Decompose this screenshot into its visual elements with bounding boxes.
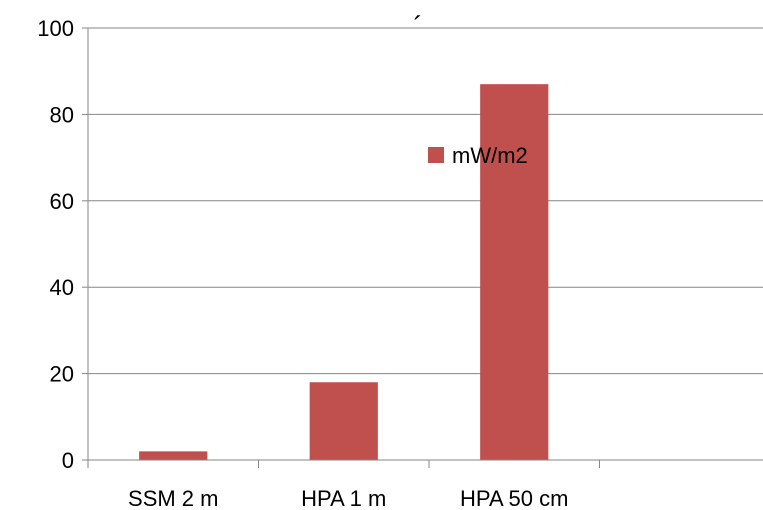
- x-tick-label: HPA 1 m: [301, 486, 386, 510]
- y-tick-label: 0: [62, 448, 74, 473]
- axes: [82, 27, 763, 468]
- legend-label: mW/m2: [452, 143, 528, 168]
- grid-lines: [88, 27, 763, 375]
- y-tick-label: 40: [50, 275, 74, 300]
- bars: [139, 84, 549, 460]
- bar: [309, 382, 378, 460]
- bar: [139, 451, 208, 460]
- y-tick-label: 100: [37, 16, 74, 41]
- legend-swatch: [428, 147, 444, 163]
- x-tick-label: SSM 2 m: [128, 486, 218, 510]
- tick-labels: 0 20 40 60 80 100 SSM 2 m HPA 1 m HPA 50 cm: [37, 16, 568, 510]
- y-tick-label: 60: [50, 189, 74, 214]
- y-tick-label: 20: [50, 362, 74, 387]
- x-tick-label: HPA 50 cm: [460, 486, 568, 510]
- y-tick-label: 80: [50, 102, 74, 127]
- legend: mW/m2: [428, 143, 528, 168]
- bar: [480, 84, 549, 460]
- chart-title: ´: [413, 11, 422, 42]
